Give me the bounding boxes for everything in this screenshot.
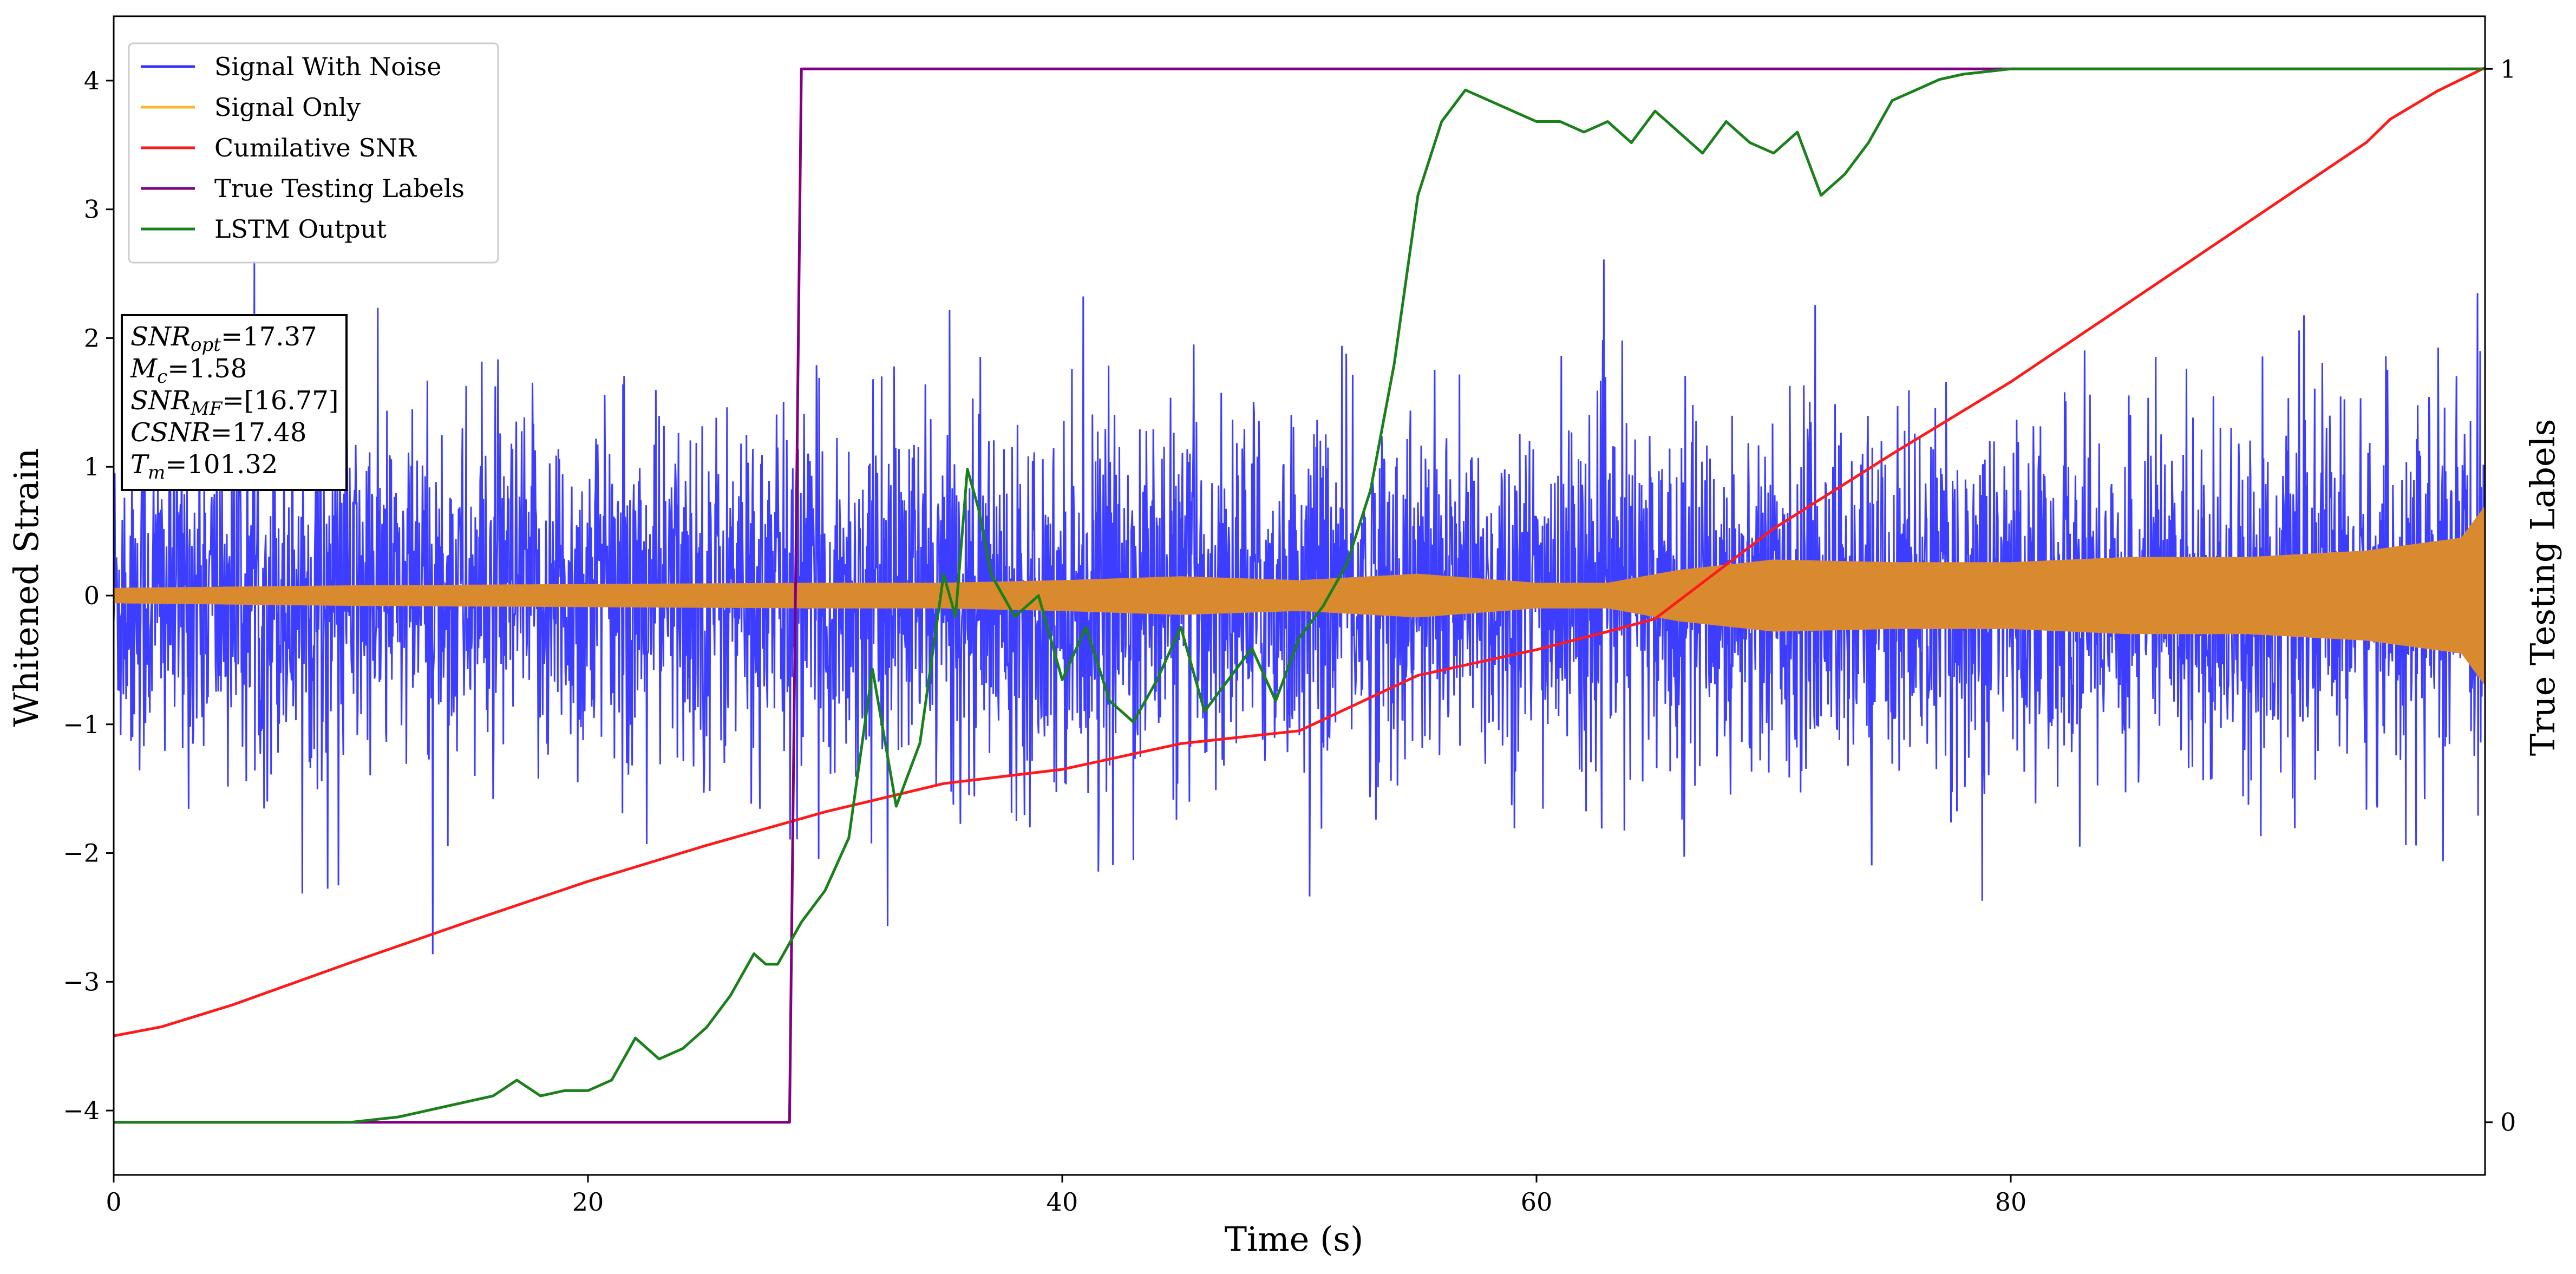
annotation-value: =101.32	[165, 449, 278, 480]
annotation-line: SNRopt=17.37	[130, 322, 317, 356]
series-cumilative-snr-line	[114, 66, 2485, 1037]
series-signal-with-noise-line	[114, 259, 2485, 955]
annotation-line: Mc=1.58	[130, 354, 247, 388]
y-axis-label: Whitened Strain	[6, 448, 46, 727]
y-tick-label: −2	[63, 839, 100, 868]
y2-axis-label: True Testing Labels	[2523, 419, 2562, 756]
y-tick-label: 3	[84, 195, 100, 224]
y-tick-label: −3	[63, 967, 100, 996]
y-tick-label: 1	[84, 452, 100, 481]
plot-series	[114, 66, 2485, 1124]
annotation-subscript: c	[157, 366, 167, 388]
y2-tick-label: 1	[2500, 54, 2516, 83]
annotation-subscript: m	[148, 462, 165, 484]
x-tick-label: 60	[1521, 1187, 1553, 1217]
y-tick-label: 0	[84, 581, 100, 610]
annotation-box	[121, 314, 348, 491]
parameter-annotation: SNRopt=17.37Mc=1.58SNRMF=[16.77]CSNR=17.…	[121, 314, 348, 491]
annotation-line: Tm=101.32	[130, 449, 278, 484]
y2-tick-label: 0	[2500, 1108, 2516, 1137]
annotation-symbol: SNR	[130, 322, 191, 352]
annotation-line: SNRMF=[16.77]	[130, 386, 339, 420]
annotation-symbol: T	[130, 449, 149, 480]
x-tick-label: 20	[572, 1187, 604, 1217]
y-tick-label: 2	[84, 323, 100, 352]
x-tick-label: 0	[106, 1187, 121, 1217]
annotation-value: =17.37	[221, 322, 317, 352]
legend-box	[128, 42, 499, 264]
annotation-value: =17.48	[211, 417, 307, 448]
legend-label: Signal Only	[214, 93, 361, 122]
annotation-subscript: opt	[191, 334, 221, 356]
plot-area	[114, 66, 2485, 1124]
y-tick-label: 4	[84, 66, 100, 95]
annotation-subscript: MF	[190, 398, 223, 420]
series-true-testing-labels-line	[114, 67, 2485, 1124]
annotation-symbol: CSNR	[130, 417, 211, 448]
annotation-symbol: SNR	[130, 386, 191, 416]
legend-label: Signal With Noise	[214, 52, 441, 81]
y-tick-label: −4	[63, 1096, 100, 1125]
series-signal-only-area	[114, 505, 2485, 686]
y-tick-label: −1	[63, 710, 100, 739]
series-lstm-output-line	[114, 67, 2485, 1124]
legend-label: LSTM Output	[214, 214, 387, 244]
annotation-value: =1.58	[167, 354, 247, 384]
x-axis-label: Time (s)	[1225, 1219, 1364, 1259]
legend-label: True Testing Labels	[214, 174, 465, 203]
annotation-line: CSNR=17.48	[130, 417, 306, 448]
x-tick-label: 40	[1047, 1187, 1078, 1217]
annotation-symbol: M	[130, 354, 158, 384]
legend: Signal With Noise Signal Only Cumilative S…	[128, 42, 499, 264]
annotation-value: =[16.77]	[222, 386, 338, 416]
x-tick-label: 80	[1995, 1187, 2027, 1217]
legend-label: Cumilative SNR	[214, 133, 417, 162]
